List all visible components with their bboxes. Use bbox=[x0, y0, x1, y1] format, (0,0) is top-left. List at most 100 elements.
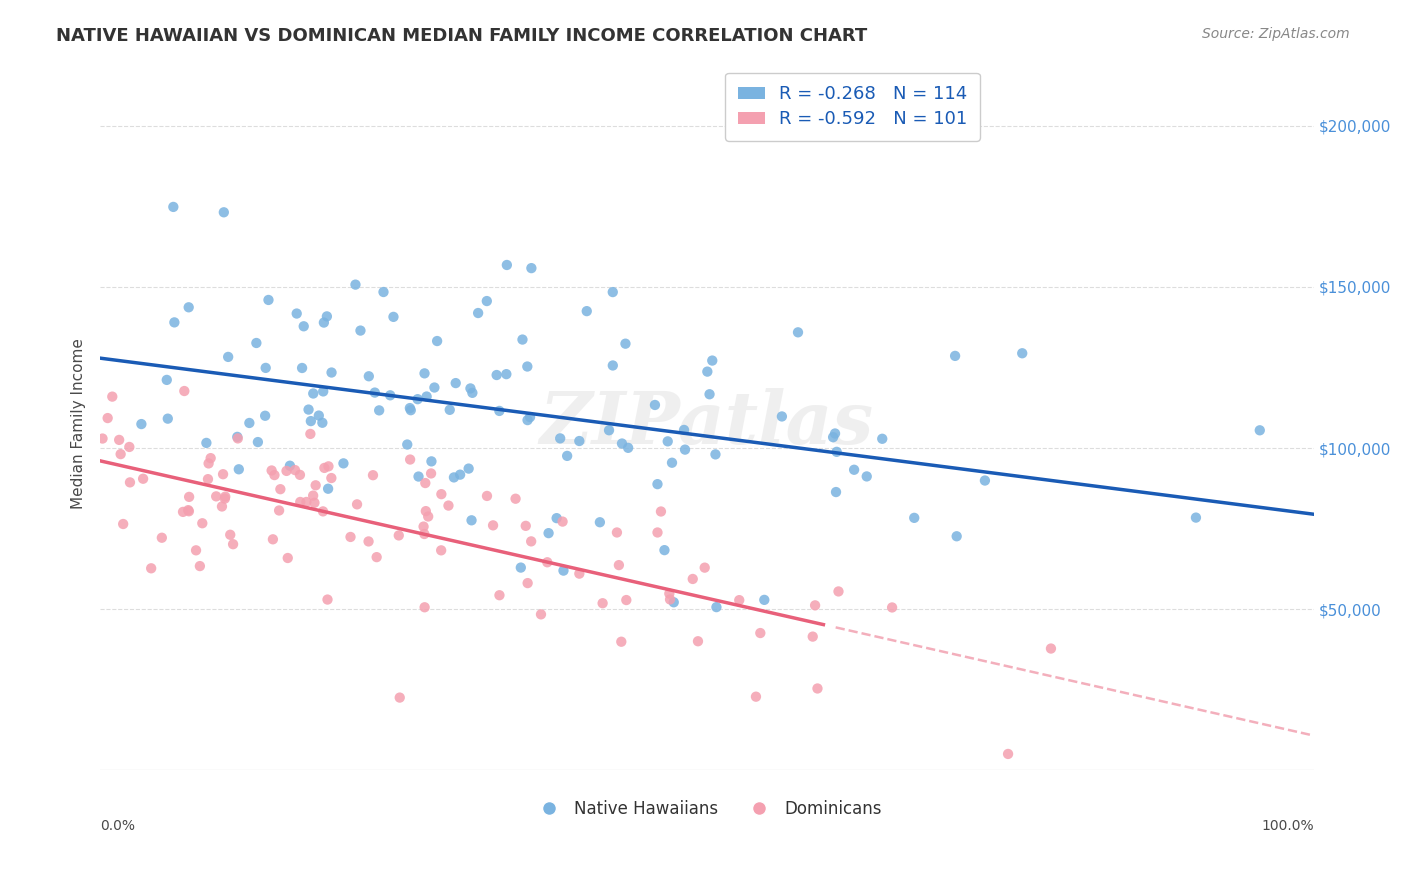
Point bbox=[420, 467, 443, 481]
Point bbox=[97, 411, 120, 425]
Point bbox=[211, 500, 233, 514]
Point bbox=[673, 423, 696, 437]
Point bbox=[131, 417, 153, 431]
Point bbox=[842, 463, 865, 477]
Point bbox=[1249, 423, 1271, 437]
Point bbox=[361, 468, 384, 483]
Point bbox=[439, 402, 461, 417]
Point bbox=[299, 414, 322, 428]
Point bbox=[823, 430, 845, 444]
Point bbox=[745, 690, 768, 704]
Point bbox=[704, 447, 727, 461]
Point bbox=[112, 516, 135, 531]
Point bbox=[415, 504, 437, 518]
Point bbox=[150, 531, 173, 545]
Point bbox=[332, 456, 354, 470]
Point bbox=[482, 518, 505, 533]
Point bbox=[197, 457, 219, 471]
Point bbox=[467, 306, 489, 320]
Point bbox=[399, 403, 422, 417]
Point bbox=[262, 533, 284, 547]
Point bbox=[754, 593, 776, 607]
Point bbox=[314, 461, 336, 475]
Point bbox=[702, 353, 724, 368]
Point bbox=[449, 467, 471, 482]
Point bbox=[903, 511, 925, 525]
Point bbox=[495, 367, 517, 381]
Point bbox=[607, 558, 630, 573]
Point bbox=[657, 434, 679, 449]
Point bbox=[172, 505, 194, 519]
Point bbox=[610, 436, 633, 450]
Text: NATIVE HAWAIIAN VS DOMINICAN MEDIAN FAMILY INCOME CORRELATION CHART: NATIVE HAWAIIAN VS DOMINICAN MEDIAN FAMI… bbox=[56, 27, 868, 45]
Point bbox=[614, 593, 637, 607]
Point bbox=[659, 592, 682, 607]
Point bbox=[412, 519, 434, 533]
Point bbox=[749, 626, 772, 640]
Point bbox=[430, 543, 453, 558]
Point bbox=[673, 442, 696, 457]
Point bbox=[205, 489, 228, 503]
Point bbox=[396, 437, 419, 451]
Point bbox=[787, 326, 810, 340]
Point bbox=[399, 401, 422, 415]
Point bbox=[245, 336, 267, 351]
Point bbox=[219, 528, 242, 542]
Point bbox=[263, 468, 285, 483]
Point bbox=[101, 390, 124, 404]
Point bbox=[699, 387, 721, 401]
Point bbox=[475, 489, 498, 503]
Point bbox=[308, 409, 330, 423]
Point bbox=[177, 301, 200, 315]
Point bbox=[825, 485, 848, 500]
Point bbox=[339, 530, 361, 544]
Point bbox=[315, 310, 337, 324]
Point bbox=[426, 334, 449, 348]
Point bbox=[368, 403, 391, 417]
Point bbox=[254, 360, 277, 375]
Point bbox=[141, 561, 163, 575]
Point bbox=[801, 630, 824, 644]
Point bbox=[437, 499, 460, 513]
Point bbox=[647, 477, 669, 491]
Point bbox=[222, 537, 245, 551]
Point bbox=[118, 475, 141, 490]
Point bbox=[269, 482, 291, 496]
Point bbox=[156, 373, 179, 387]
Point bbox=[516, 359, 538, 374]
Point bbox=[291, 361, 314, 376]
Point bbox=[568, 434, 591, 448]
Point bbox=[551, 515, 574, 529]
Point bbox=[302, 489, 325, 503]
Point bbox=[880, 600, 903, 615]
Point bbox=[568, 566, 591, 581]
Point bbox=[413, 527, 436, 541]
Point bbox=[706, 600, 728, 615]
Point bbox=[269, 503, 291, 517]
Text: ZIPatlas: ZIPatlas bbox=[540, 388, 875, 459]
Point bbox=[516, 576, 538, 591]
Point bbox=[589, 515, 612, 529]
Y-axis label: Median Family Income: Median Family Income bbox=[72, 338, 86, 509]
Point bbox=[610, 634, 633, 648]
Point bbox=[423, 380, 446, 394]
Point bbox=[212, 205, 235, 219]
Point bbox=[321, 471, 343, 485]
Point bbox=[132, 472, 155, 486]
Point bbox=[184, 543, 207, 558]
Point bbox=[488, 588, 510, 602]
Point bbox=[696, 365, 718, 379]
Point bbox=[312, 316, 335, 330]
Point bbox=[460, 381, 482, 395]
Point bbox=[373, 285, 395, 299]
Point bbox=[1185, 510, 1208, 524]
Point bbox=[516, 413, 538, 427]
Point bbox=[546, 511, 568, 525]
Point bbox=[290, 495, 312, 509]
Point bbox=[475, 294, 498, 309]
Point bbox=[399, 452, 422, 467]
Point bbox=[430, 487, 453, 501]
Point bbox=[217, 350, 239, 364]
Point bbox=[173, 384, 195, 398]
Point bbox=[647, 525, 669, 540]
